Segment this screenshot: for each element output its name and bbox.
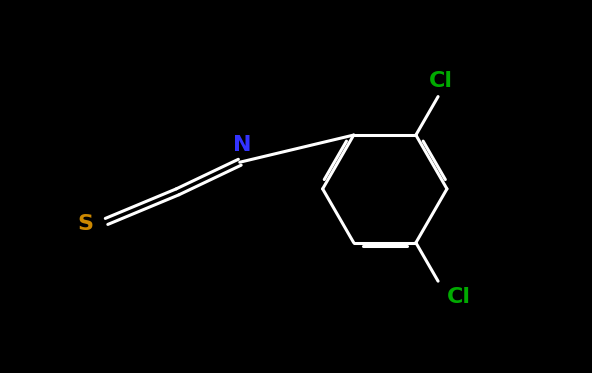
Text: Cl: Cl [447,287,471,307]
Text: N: N [233,135,252,155]
Text: Cl: Cl [429,70,453,91]
Text: S: S [78,214,94,234]
